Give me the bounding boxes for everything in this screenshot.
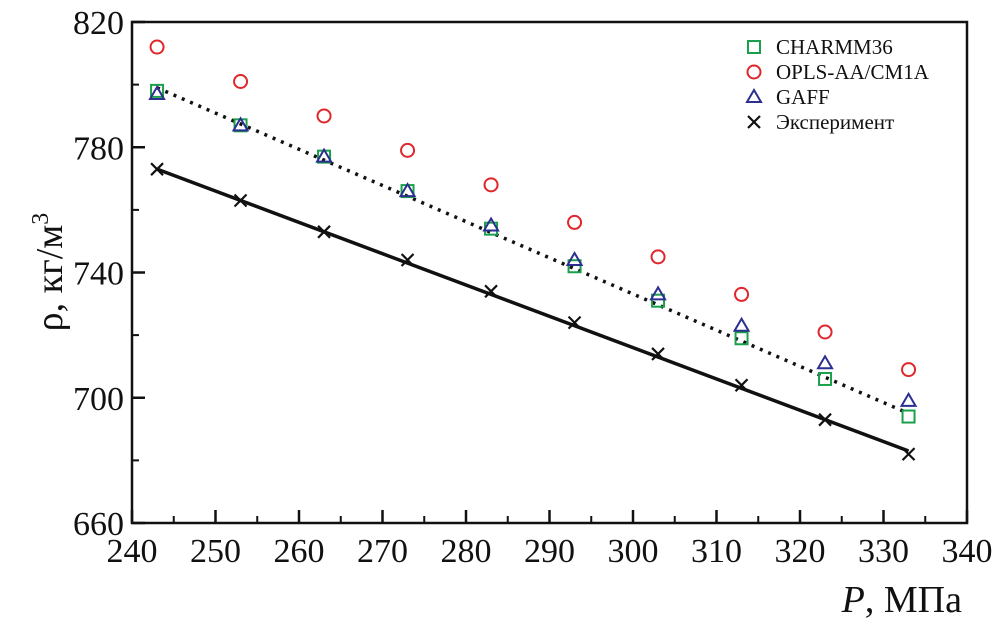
fit-lines bbox=[156, 86, 910, 453]
x-axis-symbol: P bbox=[841, 579, 865, 621]
data-point-square bbox=[567, 259, 582, 274]
data-point-circle bbox=[567, 214, 583, 230]
data-point-triangle bbox=[649, 285, 667, 301]
x-tick-label: 330 bbox=[858, 533, 909, 570]
y-tick-label: 700 bbox=[73, 381, 124, 418]
data-point-circle bbox=[901, 362, 917, 378]
x-tick-label: 250 bbox=[190, 533, 241, 570]
data-point-cross bbox=[317, 225, 331, 239]
x-tick-label: 270 bbox=[357, 533, 408, 570]
legend-marker-circle bbox=[746, 64, 762, 80]
data-point-circle bbox=[233, 73, 249, 89]
cross-stroke bbox=[901, 447, 916, 461]
cross-stroke bbox=[317, 225, 331, 239]
y-axis-sup: 3 bbox=[28, 213, 54, 225]
data-point-triangle bbox=[482, 216, 500, 232]
data-point-circle bbox=[400, 142, 416, 158]
legend-marker-triangle bbox=[745, 88, 763, 103]
data-point-cross bbox=[818, 412, 832, 427]
x-axis-label: P, МПа bbox=[841, 579, 962, 621]
data-point-circle bbox=[734, 286, 750, 302]
data-point-circle bbox=[149, 39, 165, 55]
y-tick-label: 780 bbox=[73, 130, 124, 167]
data-point-circle bbox=[817, 324, 833, 340]
plot-frame bbox=[130, 20, 969, 525]
data-point-cross bbox=[734, 378, 749, 393]
cross-stroke bbox=[747, 115, 761, 129]
cross-stroke bbox=[233, 193, 248, 208]
series-cross bbox=[150, 162, 916, 461]
data-point-cross bbox=[484, 284, 498, 299]
data-point-triangle bbox=[231, 116, 250, 132]
legend-label: OPLS-AA/CM1A bbox=[776, 60, 930, 84]
data-point-triangle bbox=[315, 147, 333, 163]
data-point-cross bbox=[150, 162, 164, 176]
legend-label: Эксперимент bbox=[776, 110, 894, 134]
data-point-triangle bbox=[899, 391, 918, 407]
series-circle bbox=[149, 39, 917, 378]
data-point-triangle bbox=[148, 85, 166, 101]
legend-label: GAFF bbox=[776, 85, 830, 109]
series-triangle bbox=[148, 85, 918, 407]
x-tick-label: 320 bbox=[775, 533, 826, 570]
simulation-fit-line bbox=[156, 86, 910, 416]
data-point-cross bbox=[901, 447, 916, 461]
x-tick-label: 310 bbox=[691, 533, 742, 570]
x-tick-label: 300 bbox=[608, 533, 659, 570]
data-point-square bbox=[818, 371, 833, 386]
legend-marker-square bbox=[747, 40, 761, 54]
y-tick-label: 820 bbox=[73, 5, 124, 42]
axes: 240 250 260 270 280 290 300 310 320 330 340 660 700 7… bbox=[73, 5, 993, 570]
data-point-triangle bbox=[398, 182, 417, 198]
cross-stroke bbox=[651, 347, 665, 361]
y-tick-label: 660 bbox=[73, 506, 124, 543]
data-point-triangle bbox=[816, 354, 834, 370]
data-point-circle bbox=[483, 177, 499, 193]
data-point-square bbox=[651, 293, 666, 308]
data-point-circle bbox=[650, 249, 666, 265]
data-point-square bbox=[734, 331, 749, 346]
cross-stroke bbox=[567, 315, 582, 330]
cross-stroke bbox=[484, 284, 498, 299]
legend-marker-cross bbox=[747, 115, 761, 129]
data-point-square bbox=[901, 409, 916, 424]
data-point-triangle bbox=[732, 316, 751, 332]
x-axis-unit: , МПа bbox=[865, 579, 962, 621]
x-tick-label: 240 bbox=[107, 533, 158, 570]
cross-stroke bbox=[734, 378, 749, 393]
data-point-circle bbox=[316, 108, 332, 124]
data-point-square bbox=[150, 83, 165, 98]
cross-stroke bbox=[818, 412, 832, 427]
data-point-cross bbox=[400, 253, 415, 267]
data-points bbox=[148, 39, 918, 461]
x-tick-label: 280 bbox=[441, 533, 492, 570]
x-tick-label: 340 bbox=[942, 533, 993, 570]
cross-stroke bbox=[150, 162, 164, 176]
y-axis-main: ρ, кг/м bbox=[29, 225, 71, 332]
cross-stroke bbox=[400, 253, 415, 267]
x-tick-label: 290 bbox=[524, 533, 575, 570]
data-point-cross bbox=[651, 347, 665, 361]
x-tick-label: 260 bbox=[274, 533, 325, 570]
data-point-triangle bbox=[565, 250, 584, 266]
y-tick-label: 740 bbox=[73, 256, 124, 293]
y-axis-label: ρ, кг/м3 bbox=[28, 213, 71, 332]
data-point-cross bbox=[567, 315, 582, 330]
experiment-fit-line bbox=[156, 167, 910, 453]
legend-label: CHARMM36 bbox=[776, 35, 893, 59]
data-point-cross bbox=[233, 193, 248, 208]
